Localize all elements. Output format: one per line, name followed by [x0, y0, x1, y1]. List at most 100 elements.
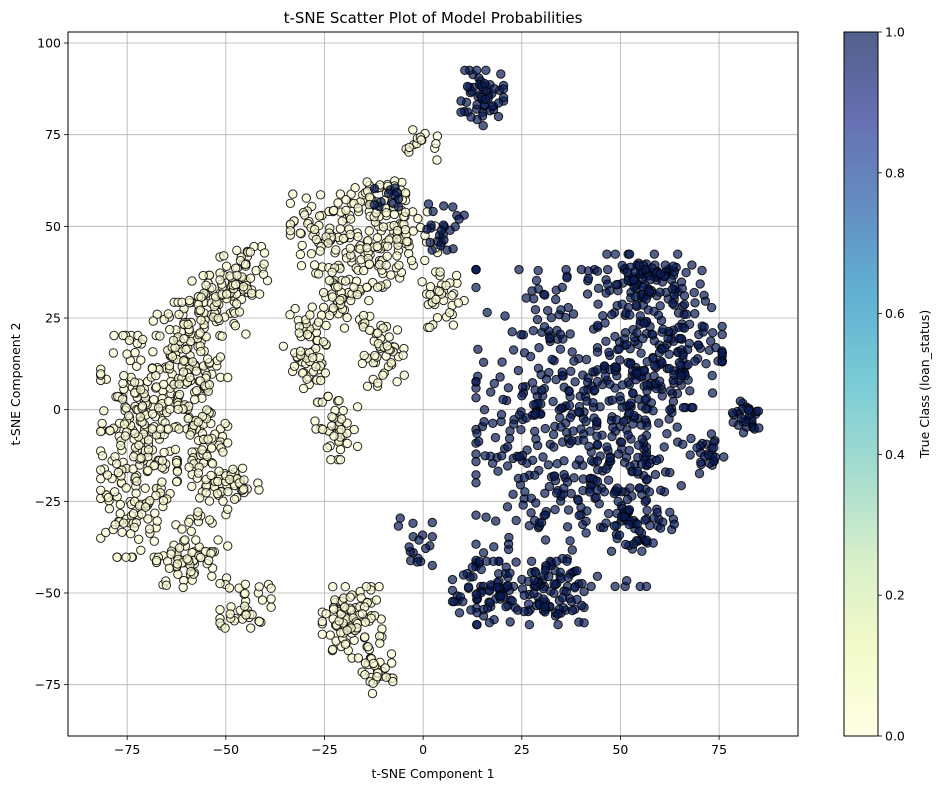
point-class-1: [614, 344, 624, 354]
y-tick-label: −50: [35, 586, 61, 601]
point-class-1: [456, 96, 466, 106]
point-class-1: [514, 452, 525, 462]
point-class-0: [113, 467, 124, 478]
point-class-1: [601, 518, 611, 528]
point-class-1: [664, 349, 674, 359]
point-class-0: [186, 566, 196, 577]
point-class-0: [115, 509, 125, 519]
point-class-1: [620, 539, 631, 550]
point-class-0: [296, 261, 307, 271]
point-class-0: [232, 299, 242, 309]
point-class-1: [549, 579, 559, 589]
point-class-0: [254, 289, 265, 299]
point-class-0: [400, 188, 411, 198]
point-class-0: [171, 458, 182, 468]
point-class-0: [179, 334, 189, 344]
point-class-1: [669, 519, 679, 529]
point-class-0: [128, 508, 139, 519]
point-class-0: [116, 440, 126, 451]
point-class-1: [548, 429, 559, 440]
point-class-0: [215, 275, 225, 285]
point-class-1: [458, 570, 469, 580]
point-class-0: [315, 190, 326, 200]
point-class-1: [574, 510, 584, 521]
point-class-1: [513, 605, 523, 615]
point-class-0: [187, 481, 197, 492]
point-class-1: [447, 585, 458, 596]
point-class-0: [118, 378, 128, 389]
point-class-0: [254, 582, 264, 592]
point-class-0: [164, 563, 175, 573]
point-class-1: [642, 386, 652, 396]
point-class-0: [362, 381, 373, 391]
point-class-0: [266, 594, 276, 604]
y-tick-label: 50: [45, 219, 61, 234]
point-class-1: [613, 449, 624, 459]
point-class-1: [701, 359, 711, 369]
point-class-1: [679, 323, 690, 333]
point-class-0: [140, 502, 151, 512]
point-class-1: [592, 320, 603, 331]
point-class-1: [530, 470, 540, 480]
point-class-1: [486, 387, 496, 397]
point-class-1: [708, 328, 718, 338]
point-class-1: [688, 402, 698, 413]
point-class-0: [187, 276, 197, 286]
point-class-1: [501, 602, 511, 612]
point-class-0: [365, 325, 375, 335]
point-class-0: [179, 356, 189, 366]
point-class-0: [339, 323, 350, 333]
point-class-1: [640, 496, 650, 507]
point-class-1: [645, 274, 656, 285]
point-class-1: [581, 528, 591, 538]
point-class-1: [447, 574, 458, 585]
point-class-1: [404, 542, 414, 552]
point-class-1: [534, 343, 544, 353]
point-class-1: [628, 388, 638, 398]
point-class-1: [480, 94, 491, 105]
point-class-1: [592, 365, 603, 375]
point-class-1: [427, 517, 437, 528]
point-class-1: [673, 249, 683, 259]
point-class-1: [665, 467, 675, 478]
point-class-0: [323, 391, 333, 402]
point-class-1: [707, 370, 717, 381]
point-class-0: [215, 605, 225, 615]
point-class-0: [358, 310, 369, 321]
point-class-0: [219, 251, 229, 261]
point-class-0: [285, 310, 295, 320]
point-class-1: [568, 309, 579, 319]
point-class-1: [533, 265, 543, 276]
point-class-0: [143, 465, 153, 476]
point-class-0: [193, 468, 204, 478]
point-class-0: [112, 552, 122, 562]
point-class-1: [604, 347, 614, 357]
point-class-1: [657, 344, 667, 354]
point-class-0: [137, 401, 148, 411]
point-class-0: [341, 205, 351, 216]
point-class-0: [448, 320, 459, 330]
point-class-1: [523, 599, 534, 609]
point-class-0: [278, 341, 289, 351]
point-class-0: [217, 331, 227, 341]
point-class-0: [96, 485, 106, 495]
point-class-1: [471, 264, 481, 275]
point-class-1: [648, 538, 658, 548]
point-class-1: [717, 348, 727, 358]
point-class-1: [471, 282, 481, 293]
point-class-1: [617, 437, 627, 447]
point-class-0: [384, 332, 394, 342]
point-class-1: [518, 500, 528, 510]
point-class-1: [728, 417, 738, 427]
point-class-1: [645, 458, 655, 469]
point-class-1: [581, 416, 591, 427]
point-class-1: [639, 318, 649, 328]
point-class-1: [474, 436, 484, 447]
point-class-0: [121, 483, 131, 493]
point-class-0: [335, 224, 346, 234]
point-class-1: [602, 249, 612, 259]
point-class-0: [359, 265, 369, 276]
point-class-0: [184, 295, 195, 306]
point-class-0: [197, 445, 207, 455]
point-class-0: [338, 405, 348, 416]
